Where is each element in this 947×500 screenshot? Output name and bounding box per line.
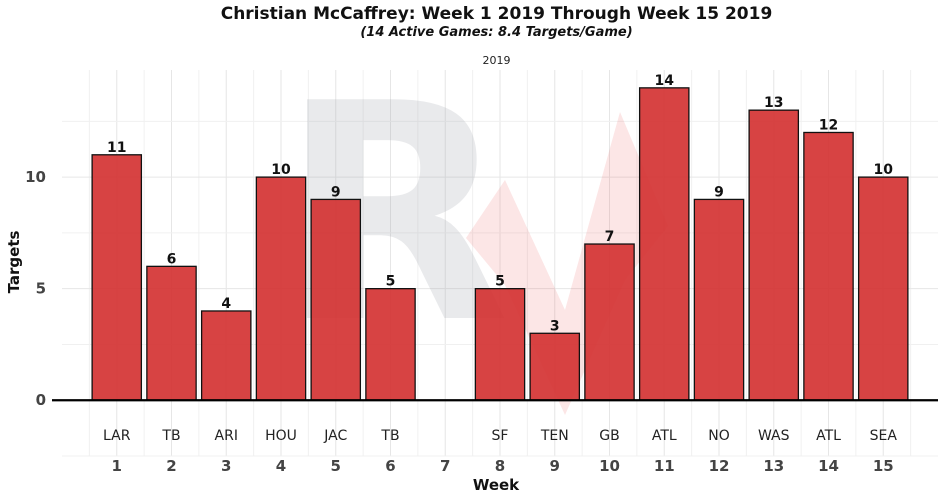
bar-value-label: 14 [655, 73, 675, 89]
chart-subtitle: (14 Active Games: 8.4 Targets/Game) [360, 25, 633, 40]
x-tick-label: 10 [599, 457, 620, 475]
y-axis-title: Targets [5, 231, 23, 294]
y-tick-label: 0 [36, 391, 46, 409]
bar-value-label: 9 [714, 184, 724, 200]
opponent-label: LAR [103, 428, 131, 444]
bar-week-11 [638, 87, 690, 401]
bar-value-label: 5 [495, 274, 505, 290]
bar-value-label: 9 [331, 184, 341, 200]
bar-week-14 [803, 131, 854, 401]
x-tick-label: 2 [166, 457, 176, 475]
bar-value-label: 7 [605, 229, 615, 245]
bar-value-label: 3 [550, 318, 560, 334]
bar-value-label: 6 [167, 251, 177, 267]
bar-value-label: 10 [874, 162, 894, 178]
bar-value-label: 4 [221, 296, 231, 312]
bar-value-label: 12 [819, 117, 838, 133]
bar-week-2 [146, 265, 197, 401]
x-tick-label: 13 [763, 457, 784, 475]
bar-week-4 [255, 176, 307, 401]
x-tick-label: 4 [276, 457, 286, 475]
bar-value-label: 11 [107, 140, 126, 156]
opponent-label: WAS [758, 428, 790, 444]
bar-week-9 [529, 332, 581, 401]
bar-week-6 [365, 288, 416, 401]
x-tick-label: 5 [331, 457, 341, 475]
opponent-label: NO [708, 428, 730, 444]
opponent-label: SF [492, 428, 509, 444]
bar-week-8 [474, 288, 526, 401]
opponent-label: TB [380, 428, 399, 444]
x-tick-label: 8 [495, 457, 505, 475]
y-tick-label: 5 [36, 280, 46, 298]
x-tick-label: 1 [112, 457, 122, 475]
y-tick-label: 10 [25, 168, 46, 186]
opponent-label: ATL [816, 428, 841, 444]
bar-week-3 [200, 310, 252, 401]
bar-value-label: 5 [386, 274, 396, 290]
x-tick-label: 14 [818, 457, 839, 475]
opponent-label: TEN [540, 428, 569, 444]
bars [91, 87, 909, 401]
bar-week-10 [584, 243, 635, 401]
x-tick-label: 12 [709, 457, 730, 475]
bar-value-labels: 11 6 4 10 9 5 5 3 7 14 9 13 12 10 [107, 73, 893, 334]
opponent-label: GB [599, 428, 619, 444]
x-tick-label: 7 [440, 457, 450, 475]
x-tick-label: 11 [654, 457, 675, 475]
x-axis-title: Week [473, 476, 520, 494]
opponent-label: JAC [323, 428, 347, 444]
x-tick-label: 15 [873, 457, 894, 475]
opponent-label: ATL [652, 428, 677, 444]
opponent-label: ARI [215, 428, 238, 444]
x-tick-label: 9 [550, 457, 560, 475]
bar-week-13 [748, 109, 800, 401]
bar-week-5 [310, 198, 362, 401]
bar-value-label: 10 [271, 162, 291, 178]
bar-value-label: 13 [764, 95, 783, 111]
x-tick-label: 3 [221, 457, 231, 475]
bar-week-1 [91, 154, 143, 401]
opponent-labels: LAR TB ARI HOU JAC TB SF TEN GB ATL NO WAS ATL SEA [103, 428, 897, 444]
opponent-label: SEA [870, 428, 898, 444]
bar-week-12 [693, 198, 745, 401]
opponent-label: TB [161, 428, 180, 444]
watermark-check-shape [466, 112, 668, 415]
facet-label: 2019 [482, 54, 511, 67]
y-tick-labels: 0 5 10 [25, 168, 46, 409]
x-tick-label: 6 [385, 457, 395, 475]
bar-week-15 [857, 176, 909, 401]
x-tick-labels: 1 2 3 4 5 6 7 8 9 10 11 12 13 14 15 [112, 457, 894, 475]
opponent-label: HOU [265, 428, 297, 444]
chart-title: Christian McCaffrey: Week 1 2019 Through… [220, 4, 773, 24]
